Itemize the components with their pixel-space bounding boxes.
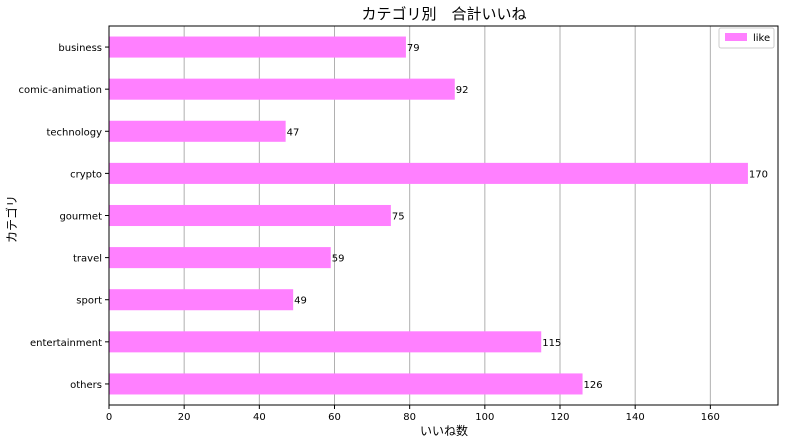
bars — [109, 36, 748, 395]
x-tick-label: 20 — [178, 412, 191, 423]
data-label-technology: 47 — [287, 127, 300, 138]
x-tick-label: 0 — [106, 412, 112, 423]
y-tick-label: entertainment — [30, 338, 102, 349]
x-axis-ticks: 0 20 40 60 80 100 120 140 160 — [106, 405, 720, 423]
x-tick-label: 100 — [475, 412, 494, 423]
x-axis-label: いいね数 — [420, 423, 468, 438]
bar-entertainment — [109, 331, 542, 353]
data-label-sport: 49 — [294, 296, 307, 307]
data-label-gourmet: 75 — [392, 212, 405, 223]
bar-business — [109, 36, 406, 58]
x-tick-label: 40 — [253, 412, 266, 423]
bar-gourmet — [109, 204, 391, 227]
data-labels: 79 92 47 170 75 59 49 115 126 — [287, 43, 768, 391]
y-tick-label: others — [70, 380, 102, 391]
legend-label: like — [753, 33, 770, 44]
bar-crypto — [109, 162, 748, 184]
data-label-comic-animation: 92 — [456, 85, 469, 96]
y-axis-label: カテゴリ — [4, 195, 19, 243]
chart-title: カテゴリ別 合計いいね — [361, 5, 526, 23]
y-tick-label: crypto — [70, 169, 102, 180]
bar-technology — [109, 120, 286, 142]
legend-swatch — [725, 33, 747, 41]
bar-travel — [109, 247, 331, 269]
data-label-business: 79 — [407, 43, 420, 54]
x-tick-label: 160 — [701, 412, 720, 423]
data-label-entertainment: 115 — [542, 338, 561, 349]
y-tick-label: business — [58, 43, 102, 54]
bar-comic-animation — [109, 78, 455, 100]
bar-others — [109, 373, 583, 395]
x-tick-label: 80 — [403, 412, 416, 423]
x-tick-label: 120 — [550, 412, 569, 423]
data-label-others: 126 — [584, 380, 603, 391]
data-label-crypto: 170 — [749, 169, 768, 180]
data-label-travel: 59 — [332, 254, 345, 265]
y-axis-ticks: business comic-animation technology crypto g… — [18, 43, 109, 391]
y-tick-label: technology — [46, 127, 102, 138]
x-tick-label: 60 — [328, 412, 341, 423]
y-tick-label: sport — [76, 296, 102, 307]
legend: like — [718, 27, 775, 49]
y-tick-label: travel — [73, 254, 102, 265]
bar-sport — [109, 289, 294, 311]
y-tick-label: comic-animation — [18, 85, 102, 96]
x-tick-label: 140 — [626, 412, 645, 423]
y-tick-label: gourmet — [59, 212, 102, 223]
